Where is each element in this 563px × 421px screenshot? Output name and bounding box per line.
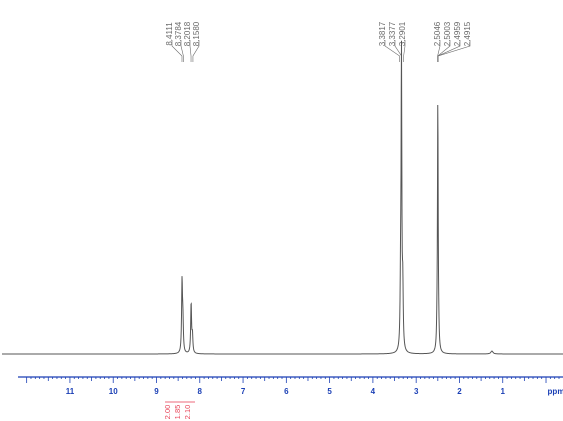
peak-label: 3.2901 [398,21,407,46]
x-tick-label: 5 [327,387,332,396]
peak-label: 2.5003 [443,21,452,46]
spectrum-line [2,40,563,355]
peak-label: 3.3817 [378,21,387,46]
x-tick-label: 11 [66,387,75,396]
x-tick-label: 3 [414,387,419,396]
peak-leader-line [403,40,406,62]
spectrum-group [2,40,563,355]
x-tick-label: 1 [501,387,506,396]
peak-leader-line [171,40,183,62]
peak-label: 8.4111 [165,22,174,46]
x-tick-label: 2 [457,387,462,396]
peak-label-group: 8.4111 8.3784 8.2018 8.1580 3.3817 3.3377 3.29… [165,21,472,62]
integral-label: 2.00 [163,405,172,420]
x-axis-unit-label: ppm [548,387,563,396]
peak-label: 8.2018 [183,21,192,46]
integral-group: 2.00 1.85 2.10 [163,401,195,420]
x-tick-label: 10 [109,387,118,396]
peak-leader-line [180,40,184,62]
integral-label: 2.10 [183,405,192,420]
peak-label: 8.1580 [192,21,201,46]
peak-leader-line [384,40,400,62]
x-axis: 11 10 9 8 7 6 5 4 3 2 1 ppm [18,376,563,396]
x-tick-label: 6 [284,387,289,396]
x-tick-label: 8 [198,387,203,396]
x-tick-label: 9 [154,387,159,396]
peak-label: 2.5046 [433,21,442,46]
peak-leader-line [192,40,200,62]
peak-label: 3.3377 [388,21,397,46]
peak-label: 2.4959 [453,21,462,46]
peak-label: 8.3784 [174,21,183,46]
integral-label: 1.85 [173,405,182,420]
peak-leader-line [437,40,471,62]
x-tick-label: 4 [371,387,376,396]
peak-label: 2.4915 [463,21,472,46]
peak-leader-line [189,40,192,62]
x-tick-label: 7 [241,387,246,396]
